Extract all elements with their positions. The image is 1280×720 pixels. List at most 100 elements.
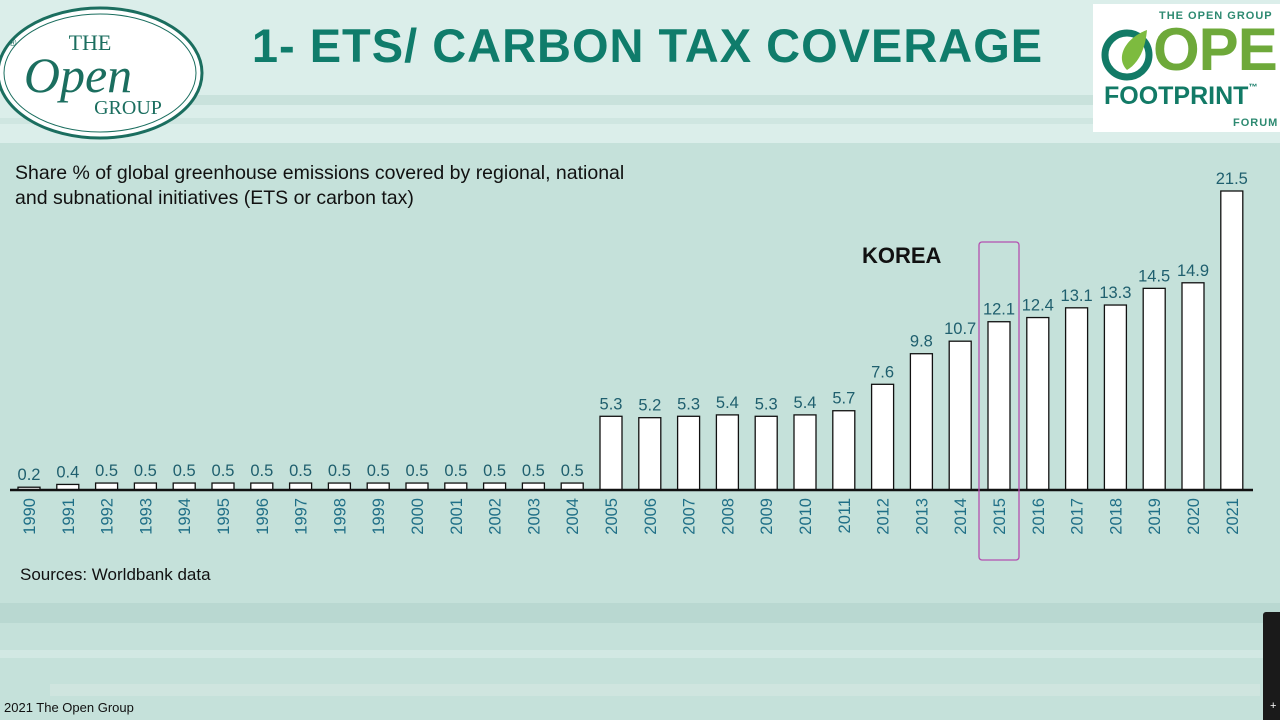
value-label-2004: 0.5 <box>561 462 584 480</box>
bar-chart: 0.2 1990 0.4 1991 0.5 1992 0.5 1993 0.5 1994 0.5 19… <box>10 170 1253 561</box>
footer-strip <box>50 684 1260 696</box>
footer-copyright: 2021 The Open Group <box>4 700 134 715</box>
year-label-1992: 1992 <box>99 498 117 535</box>
leaf-shape <box>1121 30 1147 70</box>
sources-note: Sources: Worldbank data <box>20 565 211 584</box>
value-label-2018: 13.3 <box>1099 284 1131 302</box>
year-label-2020: 2020 <box>1185 498 1203 535</box>
value-label-1997: 0.5 <box>289 462 312 480</box>
value-label-2016: 12.4 <box>1022 297 1054 315</box>
value-label-2001: 0.5 <box>444 462 467 480</box>
logo-the-open-group-text: THE OPEN GROUP <box>1159 10 1273 22</box>
value-label-1998: 0.5 <box>328 462 351 480</box>
korea-annotation: KOREA <box>862 243 942 268</box>
year-label-2003: 2003 <box>525 498 543 535</box>
year-label-1994: 1994 <box>176 498 194 535</box>
logo-open-word: OPEN <box>1153 16 1280 83</box>
year-label-2016: 2016 <box>1030 498 1048 535</box>
lower-band-thin <box>0 650 1280 658</box>
year-label-2018: 2018 <box>1107 498 1125 535</box>
logo-forum-word: FORUM <box>1233 117 1279 129</box>
year-label-2019: 2019 <box>1146 498 1164 535</box>
bar-2011 <box>832 410 856 491</box>
bar-2008 <box>715 414 740 491</box>
logo-the: THE <box>69 30 112 55</box>
year-label-2002: 2002 <box>487 498 505 535</box>
year-label-2005: 2005 <box>603 498 621 535</box>
year-label-2014: 2014 <box>952 498 970 535</box>
year-label-1997: 1997 <box>293 498 311 535</box>
bar-2013 <box>909 353 934 491</box>
year-label-1991: 1991 <box>60 498 78 535</box>
bar-2018 <box>1103 304 1128 491</box>
leaf-ring <box>1101 29 1153 81</box>
value-label-2021: 21.5 <box>1216 170 1248 188</box>
value-label-2015: 12.1 <box>983 301 1015 319</box>
value-label-1996: 0.5 <box>250 462 273 480</box>
value-label-2000: 0.5 <box>406 462 429 480</box>
scroll-tab[interactable] <box>1263 612 1280 720</box>
bar-2009 <box>754 415 778 491</box>
year-label-2013: 2013 <box>913 498 931 535</box>
logo-ellipse-outer <box>0 6 204 140</box>
bar-2005 <box>599 415 623 491</box>
value-label-2019: 14.5 <box>1138 267 1170 285</box>
bar-2006 <box>638 417 662 491</box>
logo-ellipse-inner <box>3 13 197 133</box>
year-label-1993: 1993 <box>137 498 155 535</box>
value-label-1992: 0.5 <box>95 462 118 480</box>
year-label-2010: 2010 <box>797 498 815 535</box>
open-footprint-forum-logo: THE OPEN GROUP OPEN FOOTPRINT™ FORUM <box>1093 4 1280 132</box>
value-label-2008: 5.4 <box>716 394 739 412</box>
value-label-2020: 14.9 <box>1177 262 1209 280</box>
year-label-1999: 1999 <box>370 498 388 535</box>
year-label-2007: 2007 <box>681 498 699 535</box>
korea-highlight-box <box>978 241 1020 561</box>
year-label-1990: 1990 <box>21 498 39 535</box>
leaf-icon <box>1101 29 1153 81</box>
bar-2015 <box>987 321 1011 491</box>
value-label-2011: 5.7 <box>832 390 855 408</box>
the-open-group-logo: ® THE Open GROUP <box>0 6 204 140</box>
bar-2007 <box>676 415 701 491</box>
year-label-2011: 2011 <box>836 498 854 533</box>
year-label-2004: 2004 <box>564 498 582 535</box>
value-label-2017: 13.1 <box>1061 287 1093 305</box>
year-label-2012: 2012 <box>875 498 893 535</box>
header-stripe <box>180 95 1100 105</box>
header-stripe-lower <box>0 118 1280 124</box>
year-label-2015: 2015 <box>991 498 1009 535</box>
logo-group: GROUP <box>94 97 162 119</box>
value-label-2014: 10.7 <box>944 320 976 338</box>
bar-2020 <box>1181 282 1205 491</box>
lower-band <box>0 603 1280 623</box>
page-title: 1- ETS/ CARBON TAX COVERAGE <box>251 19 1044 72</box>
bar-2010 <box>793 414 817 491</box>
year-label-1998: 1998 <box>331 498 349 535</box>
value-label-1995: 0.5 <box>212 462 235 480</box>
logo-footprint-text: FOOTPRINT <box>1104 82 1249 110</box>
value-label-1993: 0.5 <box>134 462 157 480</box>
value-label-1991: 0.4 <box>56 463 79 481</box>
bar-2021 <box>1220 190 1244 491</box>
value-label-2002: 0.5 <box>483 462 506 480</box>
year-label-1996: 1996 <box>254 498 272 535</box>
bar-2012 <box>870 383 895 491</box>
logo-footprint-word: FOOTPRINT™ <box>1104 82 1257 111</box>
year-label-2006: 2006 <box>642 498 660 535</box>
value-label-1990: 0.2 <box>18 466 41 484</box>
plus-icon[interactable]: + <box>1270 700 1277 712</box>
value-label-2009: 5.3 <box>755 395 778 413</box>
chart-title: Share % of global greenhouse emissions c… <box>15 162 625 209</box>
value-label-1999: 0.5 <box>367 462 390 480</box>
logo-reg-mark: ® <box>9 38 17 49</box>
year-label-1995: 1995 <box>215 498 233 535</box>
value-label-1994: 0.5 <box>173 462 196 480</box>
year-label-2021: 2021 <box>1224 498 1242 535</box>
value-label-2003: 0.5 <box>522 462 545 480</box>
bar-2017 <box>1064 307 1089 491</box>
bar-2016 <box>1026 316 1050 491</box>
value-label-2005: 5.3 <box>600 395 623 413</box>
value-label-2006: 5.2 <box>638 397 661 415</box>
year-label-2008: 2008 <box>719 498 737 535</box>
